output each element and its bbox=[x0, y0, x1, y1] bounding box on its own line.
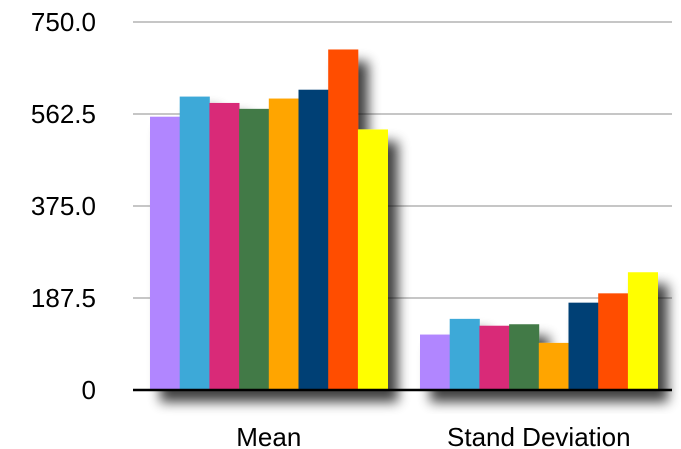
bar bbox=[328, 49, 359, 391]
category-label: Stand Deviation bbox=[447, 422, 631, 449]
bar bbox=[420, 334, 451, 390]
bar bbox=[568, 302, 599, 390]
bar bbox=[509, 324, 540, 390]
bar bbox=[538, 342, 569, 390]
bar bbox=[479, 325, 510, 390]
bars bbox=[150, 49, 658, 391]
bar bbox=[298, 89, 329, 390]
bar bbox=[598, 293, 629, 390]
bar bbox=[357, 129, 388, 390]
y-tick-label: 187.5 bbox=[31, 283, 96, 313]
y-axis-tick-labels: 0 187.5 375.0 562.5 750.0 bbox=[31, 7, 96, 405]
bar bbox=[627, 272, 658, 390]
bar bbox=[150, 116, 181, 390]
bar bbox=[179, 96, 210, 391]
category-label: Mean bbox=[236, 422, 301, 449]
bar-group-0 bbox=[150, 49, 388, 391]
bar bbox=[449, 318, 480, 390]
bar bbox=[239, 108, 270, 391]
y-tick-label: 562.5 bbox=[31, 99, 96, 129]
bar bbox=[268, 98, 299, 390]
category-labels: Mean Stand Deviation bbox=[236, 422, 630, 449]
y-tick-label: 750.0 bbox=[31, 7, 96, 37]
y-tick-label: 0 bbox=[82, 375, 96, 405]
bar-group-1 bbox=[420, 272, 658, 390]
y-tick-label: 375.0 bbox=[31, 191, 96, 221]
bar bbox=[209, 102, 240, 391]
